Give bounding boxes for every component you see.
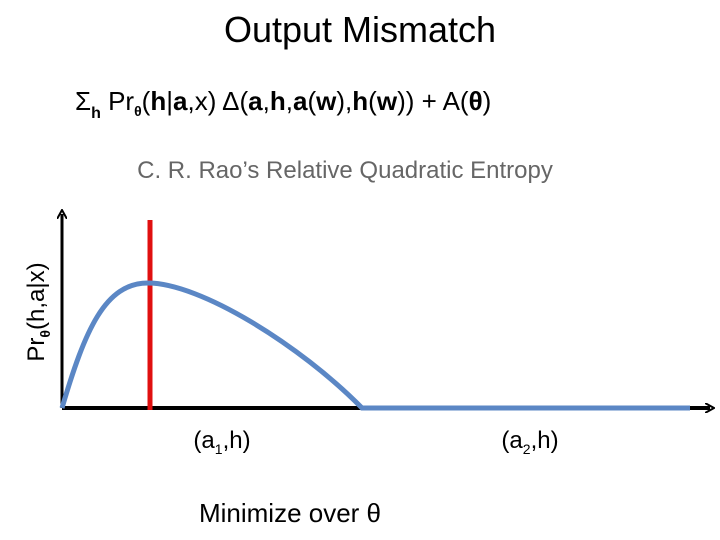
formula-part: a	[248, 86, 263, 116]
label-part: (h,a|x)	[23, 262, 50, 330]
x-label: (a1,h)	[193, 427, 250, 457]
formula-part: w	[376, 86, 398, 116]
label-part: Pr	[23, 338, 50, 362]
formula-part: (	[142, 86, 151, 116]
x-label: (a2,h)	[501, 427, 558, 457]
formula-part: h	[150, 86, 166, 116]
formula-part: θ	[469, 86, 483, 116]
formula-part: h	[352, 86, 368, 116]
formula-part: )) + A(	[397, 86, 469, 116]
footer: Minimize over θ	[199, 498, 381, 528]
distribution-curve	[59, 280, 690, 411]
label-part: ,h)	[223, 427, 251, 454]
y-axis-label: Prθ(h,a|x)	[23, 262, 53, 361]
formula-part: ,	[263, 86, 270, 116]
formula-part: ),	[336, 86, 352, 116]
label-part: θ	[37, 330, 53, 338]
formula-part: Σ	[75, 86, 91, 116]
label-part: ,h)	[531, 427, 559, 454]
label-part: 1	[215, 441, 223, 457]
formula-part: w	[315, 86, 337, 116]
formula-part: (	[307, 86, 316, 116]
formula-part: h	[91, 105, 101, 122]
formula-part: ,	[286, 86, 293, 116]
title: Output Mismatch	[224, 9, 496, 50]
formula-part: a	[293, 86, 308, 116]
formula-part: )	[483, 86, 492, 116]
label-part: 2	[523, 441, 531, 457]
formula-part: (	[368, 86, 377, 116]
formula: Σh Prθ(h|a,x) Δ(a,h,a(w),h(w)) + A(θ)	[75, 86, 491, 122]
formula-part: Pr	[101, 86, 135, 116]
formula-part: |	[166, 86, 173, 116]
formula-part: ,x) Δ(	[187, 86, 248, 116]
label-part: (a	[193, 427, 215, 454]
formula-part: h	[270, 86, 286, 116]
formula-part: a	[173, 86, 188, 116]
label-part: (a	[501, 427, 523, 454]
formula-part: θ	[134, 103, 142, 119]
subtitle: C. R. Rao’s Relative Quadratic Entropy	[137, 157, 553, 184]
